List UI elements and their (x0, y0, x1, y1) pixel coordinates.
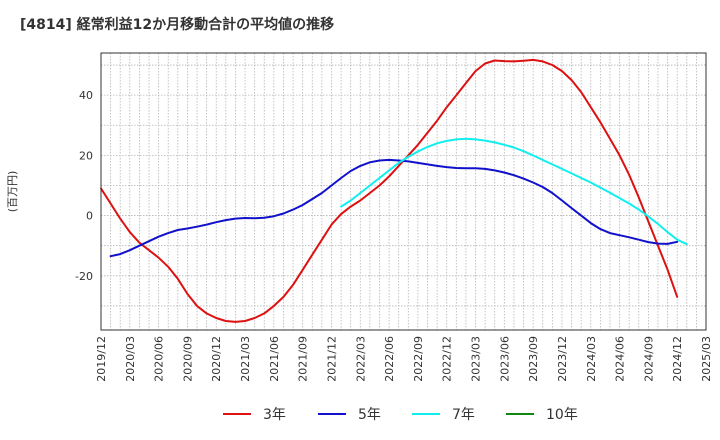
legend-label: 7年 (452, 407, 475, 423)
x-tick-label: 2022/03 (354, 336, 367, 382)
series-line (340, 137, 688, 246)
plot-frame (100, 52, 707, 331)
x-tick-label: 2023/12 (556, 336, 569, 382)
legend-label: 3年 (263, 407, 286, 423)
x-tick-label: 2021/06 (268, 336, 281, 382)
x-tick-label: 2023/09 (527, 336, 540, 382)
legend-label: 5年 (358, 407, 381, 423)
series-line (100, 58, 679, 323)
y-axis-label: (百万円) (6, 171, 19, 213)
series-line (109, 158, 679, 258)
x-tick-label: 2023/06 (498, 336, 511, 382)
grid (101, 53, 706, 330)
legend-label: 10年 (546, 407, 578, 423)
x-tick-label: 2020/03 (124, 336, 137, 382)
x-tick-label: 2022/12 (441, 336, 454, 382)
series-lines (100, 58, 688, 323)
chart-title: [4814] 経常利益12か月移動合計の平均値の推移 (20, 17, 335, 33)
plot-area (101, 53, 706, 330)
x-tick-label: 2021/03 (239, 336, 252, 382)
x-tick-label: 2021/09 (297, 336, 310, 382)
x-tick-label: 2020/06 (153, 336, 166, 382)
x-tick-label: 2024/12 (671, 336, 684, 382)
x-axis-ticks: 2019/12 2020/03 2020/06 2020/09 2020/12 2021/… (95, 336, 713, 382)
x-tick-label: 2019/12 (95, 336, 108, 382)
y-tick-label: 40 (79, 89, 93, 102)
x-tick-label: 2021/12 (325, 336, 338, 382)
y-tick-label: 0 (86, 210, 93, 223)
legend: 3年 5年 7年 10年 (223, 407, 578, 423)
y-tick-label: 20 (79, 149, 93, 162)
x-tick-label: 2022/09 (412, 336, 425, 382)
x-tick-label: 2022/06 (383, 336, 396, 382)
y-tick-label: -20 (75, 270, 93, 283)
x-tick-label: 2023/03 (470, 336, 483, 382)
x-tick-label: 2024/03 (585, 336, 598, 382)
x-tick-label: 2020/09 (181, 336, 194, 382)
x-tick-label: 2024/09 (642, 336, 655, 382)
y-axis-ticks: -20 0 20 40 (75, 89, 93, 283)
x-tick-label: 2020/12 (210, 336, 223, 382)
x-tick-label: 2025/03 (700, 336, 713, 382)
x-tick-label: 2024/06 (614, 336, 627, 382)
